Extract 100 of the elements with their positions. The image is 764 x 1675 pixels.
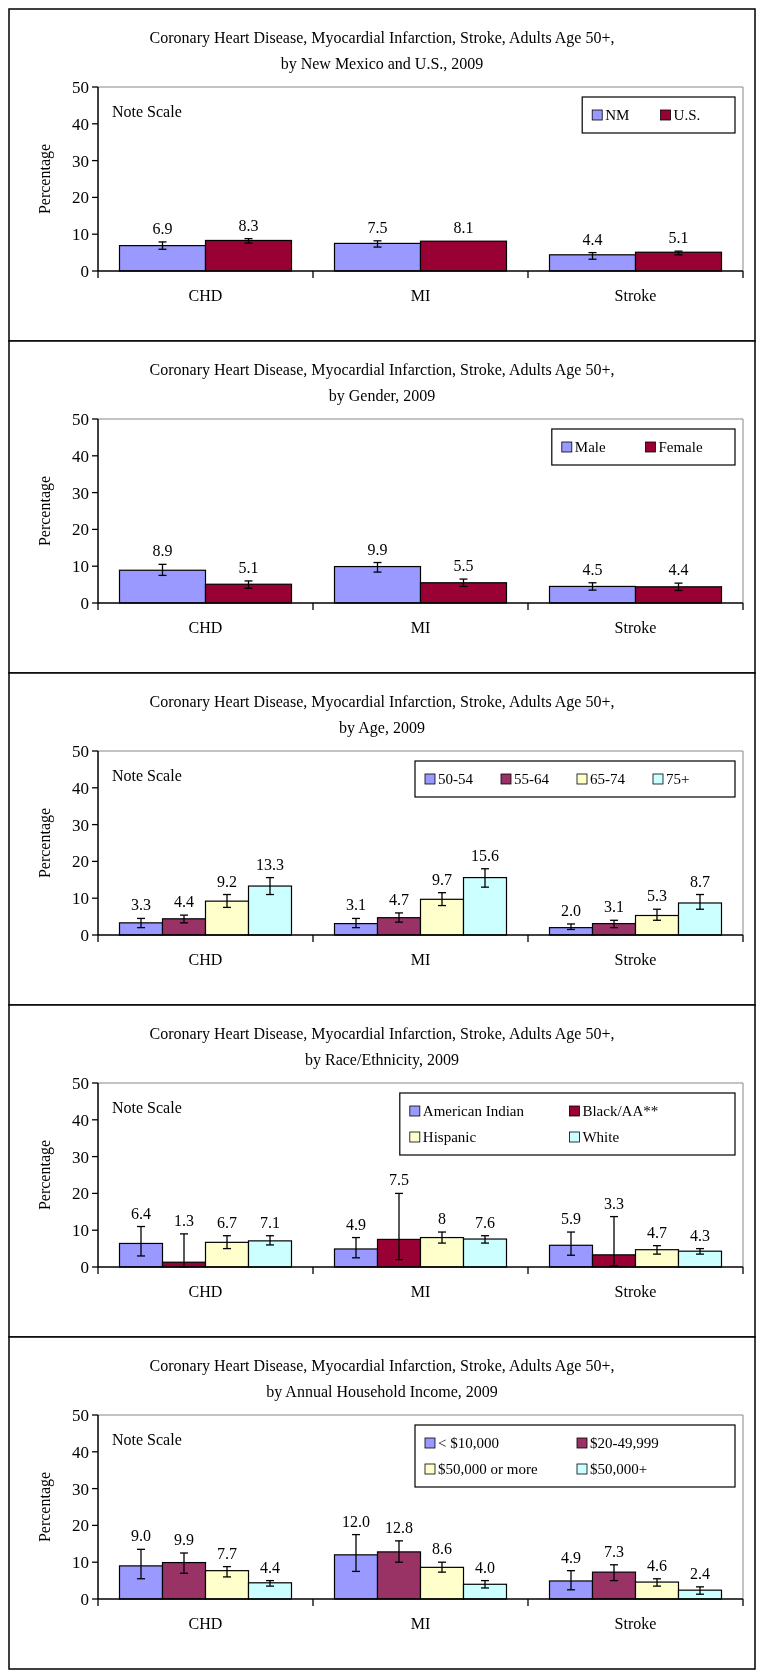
data-label: 3.1 [346,896,366,914]
y-tick-label: 50 [72,410,89,429]
y-tick-label: 10 [72,557,89,577]
chart-subtitle: by Annual Household Income, 2009 [266,1383,498,1401]
y-tick-label: 20 [72,1516,89,1536]
x-tick-label: MI [410,1283,431,1300]
data-label: 4.5 [582,560,603,578]
y-axis-title: Percentage [36,1139,54,1211]
chart-title: Coronary Heart Disease, Myocardial Infarction, Stroke, Adults Age 50+, [149,1025,615,1043]
data-label: 4.9 [561,1548,581,1566]
legend-label: Black/AA** [582,1103,659,1119]
chart-title: Coronary Heart Disease, Myocardial Infarction, Stroke, Adults Age 50+, [149,693,615,711]
data-label: 9.7 [432,870,452,888]
chart-subtitle: by Gender, 2009 [328,387,436,405]
y-tick-label: 0 [80,1258,89,1277]
data-label: 4.7 [389,890,409,908]
chart-subtitle: by New Mexico and U.S., 2009 [280,55,484,73]
x-tick-label: Stroke [614,1615,657,1632]
x-tick-label: CHD [188,1283,223,1300]
annotation: Note Scale [112,767,182,784]
data-label: 7.6 [475,1213,495,1231]
data-label: 4.6 [647,1556,667,1574]
y-tick-label: 30 [72,1479,89,1499]
legend-label: White [582,1129,620,1145]
data-label: 5.5 [453,557,474,575]
y-axis-title: Percentage [36,1471,54,1543]
x-tick-label: MI [410,287,431,304]
x-tick-label: Stroke [614,619,657,636]
x-tick-label: CHD [188,1615,223,1632]
y-tick-label: 40 [72,1110,89,1130]
data-label: 15.6 [471,846,499,864]
y-tick-label: 20 [72,520,89,540]
data-label: 3.3 [131,896,151,914]
legend-label: $20-49,999 [590,1435,659,1451]
legend-label: $50,000+ [590,1461,648,1477]
annotation: Note Scale [112,103,182,120]
data-label: 9.2 [217,872,237,890]
y-tick-label: 50 [72,1074,89,1093]
data-label: 4.4 [260,1558,280,1576]
annotation: Note Scale [112,1431,182,1448]
legend-label: 65-74 [590,771,626,787]
y-axis-title: Percentage [36,143,54,215]
y-tick-label: 10 [72,225,89,245]
legend-label: NM [605,107,630,123]
chart-subtitle: by Race/Ethnicity, 2009 [304,1051,460,1069]
y-tick-label: 0 [80,1590,89,1609]
data-label: 5.9 [561,1210,581,1228]
chart-subtitle: by Age, 2009 [339,719,425,737]
data-label: 6.9 [152,219,173,237]
legend-label: Female [658,439,703,455]
y-tick-label: 10 [72,889,89,909]
x-tick-label: CHD [188,619,223,636]
data-label: 4.0 [475,1558,495,1576]
legend-label: American Indian [422,1103,525,1119]
data-label: 12.0 [342,1512,370,1530]
x-tick-label: Stroke [614,287,657,304]
x-tick-label: MI [410,951,431,968]
y-tick-label: 50 [72,742,89,761]
y-tick-label: 20 [72,1184,89,1204]
data-label: 3.3 [604,1194,624,1212]
chart-title: Coronary Heart Disease, Myocardial Infarction, Stroke, Adults Age 50+, [149,29,615,47]
y-tick-label: 30 [72,151,89,171]
data-label: 4.3 [690,1226,710,1244]
data-label: 9.9 [174,1531,194,1548]
y-tick-label: 40 [72,778,89,798]
data-label: 3.1 [604,898,624,916]
data-label: 13.3 [256,855,284,873]
legend-label: 50-54 [438,771,474,787]
legend-label: $50,000 or more [438,1461,538,1477]
data-label: 7.5 [367,218,388,236]
data-label: 12.8 [385,1518,413,1536]
y-tick-label: 50 [72,1406,89,1425]
legend-label: 75+ [666,771,690,787]
data-label: 4.4 [174,893,194,911]
data-label: 2.0 [561,901,581,919]
data-label: 4.9 [346,1215,366,1233]
data-label: 9.9 [367,540,388,558]
annotation: Note Scale [112,1099,182,1116]
data-label: 1.3 [174,1211,194,1229]
data-label: 4.4 [668,561,689,579]
data-label: 8.7 [690,872,710,890]
data-label: 5.3 [647,887,667,905]
data-label: 8.9 [152,542,173,560]
y-tick-label: 40 [72,1442,89,1462]
y-axis-title: Percentage [36,475,54,547]
chart-title: Coronary Heart Disease, Myocardial Infarction, Stroke, Adults Age 50+, [149,361,615,379]
data-label: 7.3 [604,1542,624,1560]
x-tick-label: Stroke [614,951,657,968]
legend-label: U.S. [673,107,701,123]
x-tick-label: MI [410,1615,431,1632]
data-label: 5.1 [668,229,689,247]
legend-label: < $10,000 [438,1435,499,1451]
y-tick-label: 10 [72,1553,89,1573]
x-tick-label: CHD [188,951,223,968]
y-tick-label: 40 [72,446,89,466]
data-label: 8 [438,1210,446,1228]
data-label: 8.1 [453,219,474,237]
data-label: 2.4 [690,1564,710,1582]
data-label: 7.1 [260,1213,280,1231]
data-label: 8.3 [238,216,259,234]
